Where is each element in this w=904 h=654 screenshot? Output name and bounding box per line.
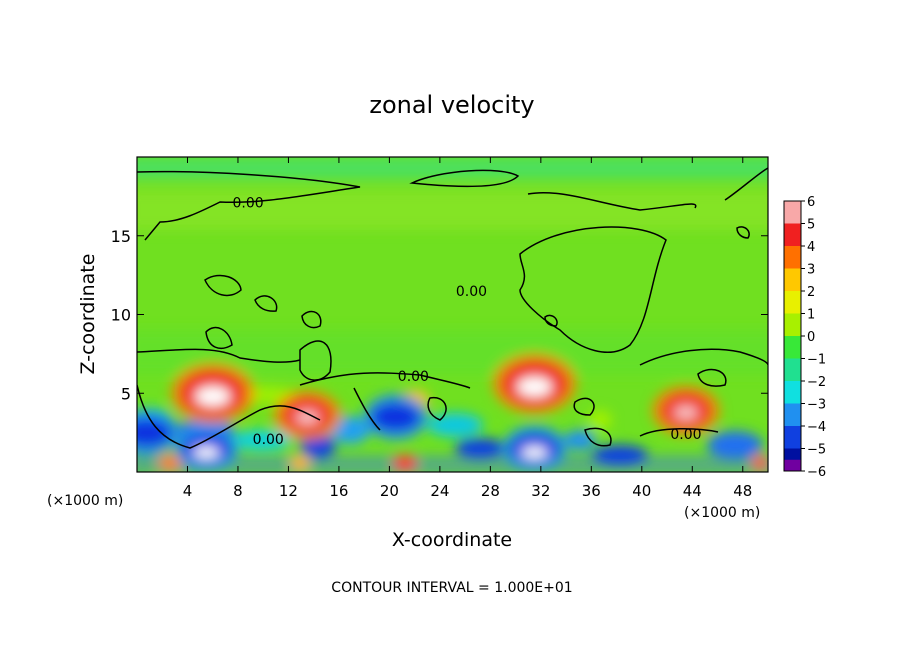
zero-contour-line [353, 387, 381, 431]
colorbar-tick-label: 6 [807, 195, 815, 210]
x-tick-label: 28 [481, 482, 500, 500]
zero-contour-line [519, 226, 667, 353]
y-axis-label: Z-coordinate [77, 254, 99, 375]
zero-contour-line [724, 167, 768, 201]
colorbar-segment [784, 313, 801, 337]
field-patch [564, 430, 596, 450]
feature-positive [492, 353, 577, 414]
x-unit-right: (×1000 m) [684, 505, 760, 521]
field-patch [752, 455, 768, 471]
colorbar-segment [784, 426, 801, 449]
field-patch [455, 438, 505, 458]
colorbar-segment [784, 358, 801, 382]
colorbar-segment [784, 459, 801, 471]
zero-contour-line [204, 274, 242, 297]
colorbar: 6 5 4 3 2 1 0 −1 −2 −3 −4 −5 −6 [783, 195, 826, 480]
contour-label: 0.00 [232, 196, 263, 212]
chart-title: zonal velocity [369, 91, 534, 119]
x-tick-label: 44 [683, 482, 702, 500]
colorbar-tick-label: 1 [807, 308, 815, 323]
heatmap-field [137, 157, 768, 472]
field-patch [393, 455, 417, 471]
colorbar-segment [784, 246, 801, 269]
contour-interval-footer: CONTOUR INTERVAL = 1.000E+01 [331, 580, 572, 596]
y-tick-label: 10 [111, 306, 131, 325]
x-tick-label: 40 [632, 482, 651, 500]
zero-contour-line [544, 314, 558, 327]
field-band [137, 190, 768, 230]
zero-contour-line [427, 396, 447, 421]
zero-contour-line [299, 340, 332, 381]
zero-contour-line [301, 310, 322, 329]
colorbar-tick-label: 3 [807, 263, 815, 278]
zero-contour-line [254, 295, 278, 312]
zero-contour-line [205, 326, 233, 349]
colorbar-segment [784, 268, 801, 292]
contour-label: 0.00 [398, 369, 429, 385]
x-axis-label: X-coordinate [392, 529, 512, 551]
colorbar-tick-label: −3 [807, 398, 826, 413]
feature-positive [651, 385, 720, 436]
x-tick-label: 36 [582, 482, 601, 500]
contour-label: 0.00 [456, 284, 487, 300]
zero-contour-line [137, 348, 301, 363]
zero-contour-line [584, 427, 612, 447]
field-patch [158, 455, 182, 471]
colorbar-tick-label: −4 [807, 420, 826, 435]
field-patch [290, 455, 310, 471]
x-unit-left: (×1000 m) [47, 493, 123, 509]
colorbar-tick-label: 4 [807, 240, 815, 255]
x-tick-label: 12 [279, 482, 298, 500]
contour-label: 0.00 [670, 427, 701, 443]
feature-positive [273, 390, 342, 441]
feature-positive [170, 363, 255, 424]
zero-contour-line [409, 169, 520, 188]
colorbar-tick-label: −5 [807, 443, 826, 458]
x-tick-label: 20 [380, 482, 399, 500]
x-tick-label: 24 [430, 482, 449, 500]
zero-contour-line [639, 348, 768, 366]
zero-contour-line [527, 191, 697, 211]
feature-negative [363, 393, 428, 440]
x-tick-label: 4 [183, 482, 193, 500]
colorbar-tick-label: −1 [807, 353, 826, 368]
zero-contour-line [299, 372, 471, 389]
x-tick-label: 16 [329, 482, 348, 500]
x-tick-label: 8 [233, 482, 243, 500]
field-patch [592, 445, 648, 465]
feature-negative [137, 409, 180, 456]
colorbar-tick-label: −2 [807, 375, 826, 390]
zero-contour-line [736, 226, 750, 239]
colorbar-tick-label: −6 [807, 465, 826, 480]
field-patch [232, 430, 292, 450]
colorbar-segment [784, 223, 801, 247]
field-patch [707, 431, 763, 459]
contour-label: 0.00 [253, 432, 284, 448]
colorbar-segment [784, 201, 801, 224]
x-tick-label: 48 [733, 482, 752, 500]
colorbar-tick-label: 0 [807, 330, 815, 345]
zero-contour-line [137, 170, 361, 241]
field-band [137, 330, 768, 375]
feature-negative [174, 425, 239, 472]
zero-contour-line [697, 368, 727, 387]
field-patch [588, 410, 612, 430]
y-tick-label: 5 [121, 384, 131, 403]
colorbar-segment [784, 403, 801, 427]
y-tick-label: 15 [111, 227, 131, 246]
zero-contour-line [639, 427, 719, 437]
field-patch [330, 416, 370, 444]
colorbar-segment [784, 336, 801, 359]
colorbar-tick-label: 2 [807, 285, 815, 300]
field-band [137, 157, 768, 179]
colorbar-segment [784, 381, 801, 404]
feature-negative [502, 425, 567, 472]
x-tick-label: 32 [531, 482, 550, 500]
field-patch [427, 413, 483, 437]
zero-contour-line [137, 384, 321, 449]
zero-contour-line [573, 397, 595, 416]
colorbar-segment [784, 291, 801, 314]
colorbar-tick-label: 5 [807, 218, 815, 233]
